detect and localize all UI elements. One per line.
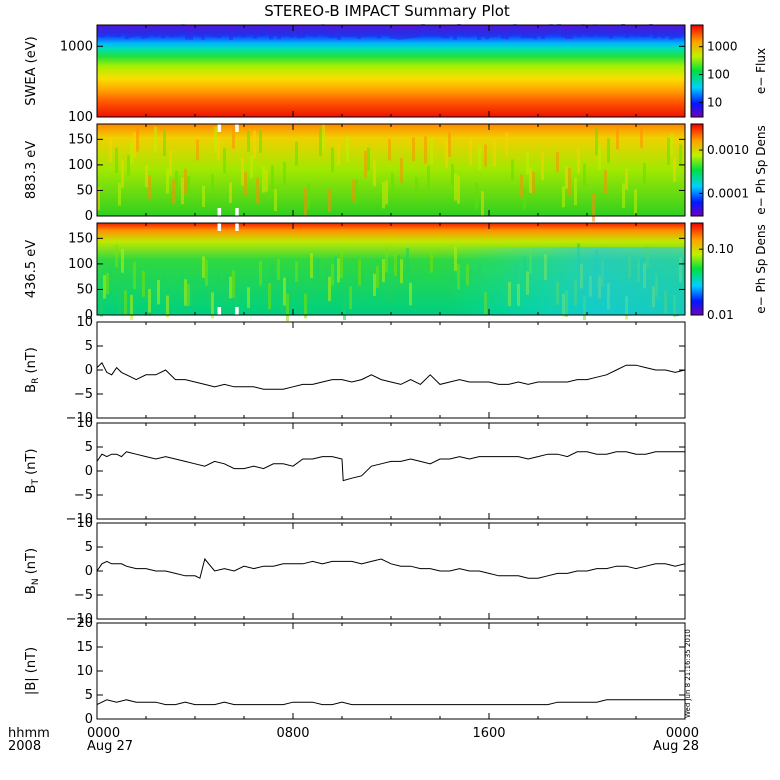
bn-ytick: 10 <box>76 516 93 531</box>
swea-panel: 100 1000 10 100 1000 e− Flux SWEA (eV) <box>24 24 768 125</box>
swea-colorbar-tick: 100 <box>707 68 730 82</box>
pad436-colorbar-tick: 0.01 <box>707 308 734 322</box>
date-tick-label: Aug 28 <box>653 739 699 754</box>
pad436-ylabel: 436.5 eV <box>24 240 39 298</box>
date-tick-label: Aug 27 <box>87 739 133 754</box>
br-ylabel: BR (nT) <box>24 347 41 393</box>
bt-ytick: 10 <box>76 416 93 431</box>
time-tick-label: 0000 <box>87 726 120 741</box>
pad883-ytick: 150 <box>68 132 93 147</box>
pad436-ytick: 0 <box>85 308 93 323</box>
time-tick-label: 0000 <box>666 726 699 741</box>
bmag-panel: 0 5 10 15 20 |B| (nT) <box>24 616 686 727</box>
bn-ylabel: BN (nT) <box>24 548 41 594</box>
bt-panel: −10 −5 0 5 10 BT (nT) <box>24 416 686 527</box>
br-panel: −10 −5 0 5 10 BR (nT) <box>24 315 686 426</box>
swea-colorbar <box>691 25 703 117</box>
pad883-panel: 0 50 100 150 0.0001 0.0010 e− Ph Sp Dens 883.3 … <box>24 123 768 224</box>
bn-ytick: 0 <box>85 564 93 579</box>
pad883-ylabel: 883.3 eV <box>24 141 39 199</box>
br-ytick: 0 <box>85 363 93 378</box>
swea-colorbar-tick: 10 <box>707 95 722 109</box>
bn-frame <box>96 522 686 620</box>
br-ytick: −10 <box>66 411 93 426</box>
timestamp: Wed Jun 8 21:16:35 2010 <box>684 629 692 718</box>
swea-ylabel: SWEA (eV) <box>24 36 39 105</box>
bn-panel: −10 −5 0 5 10 BN (nT) <box>24 516 686 627</box>
pad436-panel: 0 50 100 150 0.01 0.10 e− Ph Sp Dens 436.5 eV <box>24 222 768 323</box>
year-label: 2008 <box>8 739 41 754</box>
bmag-ytick: 20 <box>76 616 93 631</box>
pad883-ytick: 0 <box>85 209 93 224</box>
pad436-colorbar-tick: 0.10 <box>707 242 734 256</box>
time-tick-label: 1600 <box>472 726 505 741</box>
time-tick-label: 0800 <box>276 726 309 741</box>
pad436-ytick: 100 <box>68 257 93 272</box>
bt-ytick: −10 <box>66 512 93 527</box>
br-ytick: 10 <box>76 315 93 330</box>
pad883-colorbar-tick: 0.0010 <box>707 143 749 157</box>
br-series-line <box>96 361 686 390</box>
bmag-ylabel: |B| (nT) <box>24 647 39 695</box>
bmag-series-line <box>96 699 685 706</box>
swea-colorbar-label: e− Flux <box>754 48 768 94</box>
bt-ytick: 5 <box>85 440 93 455</box>
pad436-colorbar <box>691 223 703 315</box>
bmag-ytick: 0 <box>85 712 93 727</box>
pad436-ytick: 50 <box>76 282 93 297</box>
swea-colorbar-tick: 1000 <box>707 40 738 54</box>
bn-series-line <box>96 557 686 579</box>
pad883-colorbar-label: e− Ph Sp Dens <box>754 125 768 214</box>
swea-spectrogram <box>97 25 685 117</box>
swea-ytick: 1000 <box>60 39 93 54</box>
pad436-colorbar-label: e− Ph Sp Dens <box>754 224 768 313</box>
pad883-colorbar <box>691 124 703 216</box>
bt-series-line <box>96 451 685 482</box>
br-frame <box>96 321 686 419</box>
hhmm-label: hhmm <box>8 726 50 741</box>
pad436-ytick: 150 <box>68 231 93 246</box>
br-ytick: −5 <box>74 387 93 402</box>
br-ytick: 5 <box>85 339 93 354</box>
pad883-ytick: 50 <box>76 183 93 198</box>
bn-ytick: −5 <box>74 588 93 603</box>
bn-ytick: 5 <box>85 540 93 555</box>
bmag-ytick: 10 <box>76 664 93 679</box>
bmag-ytick: 15 <box>76 640 93 655</box>
bt-ytick: 0 <box>85 464 93 479</box>
bt-frame <box>96 422 686 520</box>
pad883-ytick: 100 <box>68 158 93 173</box>
bmag-ytick: 5 <box>85 688 93 703</box>
bt-ytick: −5 <box>74 488 93 503</box>
plot-title: STEREO-B IMPACT Summary Plot <box>264 2 510 20</box>
swea-ytick: 100 <box>68 110 93 125</box>
bt-ylabel: BT (nT) <box>24 449 41 494</box>
bn-ytick: −10 <box>66 612 93 627</box>
pad883-colorbar-tick: 0.0001 <box>707 186 749 200</box>
